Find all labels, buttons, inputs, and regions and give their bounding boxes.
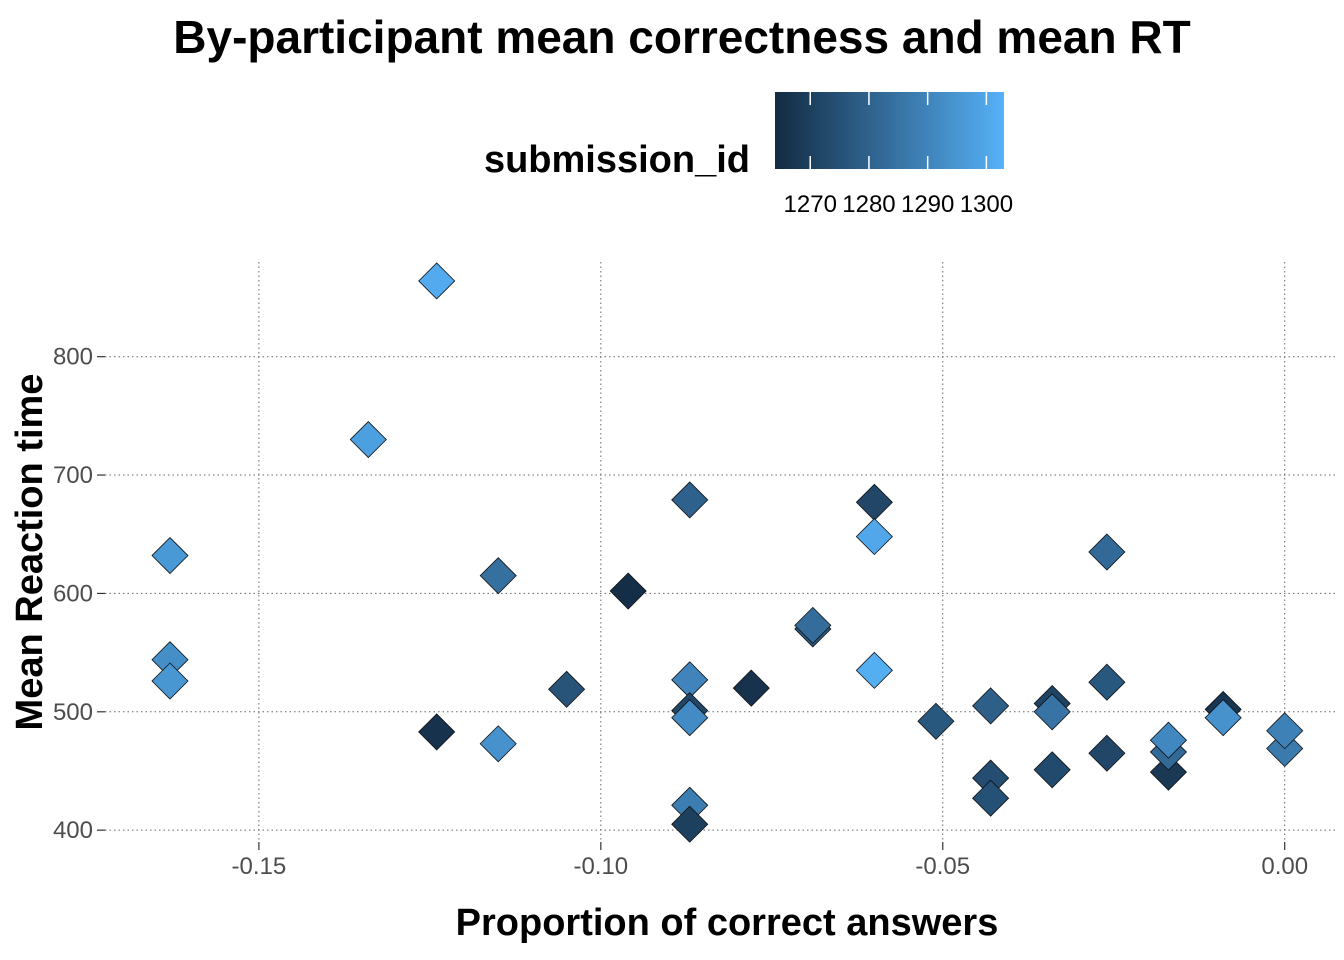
- y-tick-label: 500: [53, 699, 93, 726]
- data-point: [972, 779, 1010, 817]
- y-tick-label: 400: [53, 817, 93, 844]
- data-point: [794, 606, 832, 644]
- y-axis-title: Mean Reaction time: [9, 374, 51, 731]
- legend: submission_id 1270 1280 1290 1300: [484, 92, 1013, 218]
- x-tick-label: -0.05: [915, 853, 970, 880]
- data-point: [1033, 751, 1071, 789]
- x-tick-label: -0.10: [573, 853, 628, 880]
- colorbar-ticks: 1270 1280 1290 1300: [784, 92, 1013, 218]
- x-axis-title: Proportion of correct answers: [456, 902, 999, 944]
- data-points: [151, 262, 1304, 843]
- data-point: [479, 557, 517, 595]
- data-point: [732, 669, 770, 707]
- data-point: [479, 725, 517, 763]
- data-point: [349, 420, 387, 459]
- data-point: [671, 805, 709, 843]
- data-point: [151, 536, 189, 575]
- data-point: [855, 651, 893, 689]
- colorbar-label: 1290: [901, 191, 954, 218]
- data-point: [855, 483, 893, 521]
- data-point: [418, 713, 456, 751]
- data-point: [1149, 721, 1188, 759]
- colorbar: [775, 92, 1004, 169]
- x-tick-label: 0.00: [1261, 853, 1308, 880]
- data-point: [418, 262, 456, 300]
- x-tick-label: -0.15: [232, 853, 287, 880]
- y-tick-label: 600: [53, 580, 93, 607]
- data-point: [671, 699, 709, 737]
- axis-ticks: -0.15 -0.10 -0.05 0.00 400 500 600 700 800: [53, 344, 1308, 880]
- data-point: [151, 662, 189, 700]
- data-point: [1266, 712, 1304, 750]
- legend-title: submission_id: [484, 139, 750, 181]
- data-point: [1088, 533, 1126, 571]
- colorbar-label: 1280: [842, 191, 895, 218]
- data-point: [1033, 693, 1071, 731]
- data-point: [548, 670, 586, 708]
- data-point: [1204, 699, 1242, 737]
- data-point: [855, 518, 893, 556]
- data-point: [917, 702, 955, 740]
- data-point: [1088, 663, 1126, 701]
- y-tick-label: 700: [53, 462, 93, 489]
- data-point: [1088, 734, 1126, 772]
- data-point: [609, 572, 647, 610]
- chart-title: By-participant mean correctness and mean…: [173, 11, 1190, 63]
- data-point: [671, 481, 709, 519]
- data-point: [972, 687, 1010, 725]
- colorbar-label: 1300: [960, 191, 1013, 218]
- y-tick-label: 800: [53, 344, 93, 371]
- data-point: [1149, 753, 1188, 791]
- grid: [105, 262, 1336, 842]
- colorbar-label: 1270: [784, 191, 837, 218]
